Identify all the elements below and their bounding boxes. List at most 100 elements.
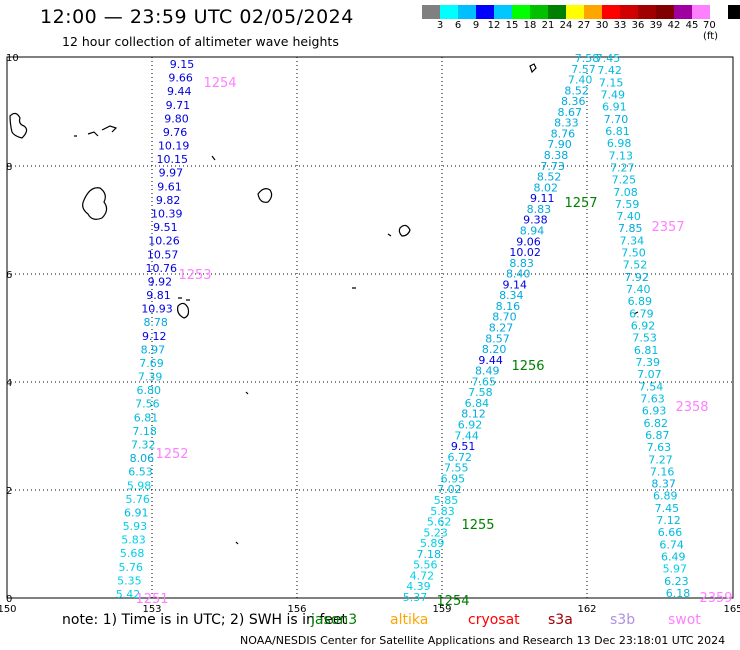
wave-height-value: 5.83 — [121, 534, 146, 547]
color-scale-label: 33 — [613, 20, 627, 31]
wave-height-value: 6.95 — [441, 472, 466, 485]
color-swatch — [440, 5, 458, 19]
pass-time-label: 1256 — [511, 359, 544, 374]
color-scale-label: 9 — [472, 20, 480, 31]
wave-height-value: 7.44 — [454, 429, 479, 442]
pass-time-label: 2357 — [651, 220, 684, 235]
wave-height-value: 7.56 — [135, 398, 160, 411]
wave-height-value: 6.82 — [643, 417, 668, 430]
wave-height-value: 8.20 — [482, 343, 507, 356]
wave-height-value: 10.26 — [148, 235, 180, 248]
wave-height-value: 8.02 — [533, 181, 558, 194]
wave-height-value: 6.81 — [634, 344, 659, 357]
color-scale-label: 39 — [649, 20, 663, 31]
wave-height-value: 8.52 — [537, 171, 562, 184]
color-swatch — [638, 5, 656, 19]
plot-frame — [6, 56, 734, 599]
pass-time-label: 2358 — [675, 400, 708, 415]
island-outline — [211, 63, 639, 545]
wave-height-value: 7.07 — [637, 368, 662, 381]
x-tick-label: 156 — [287, 604, 306, 615]
wave-height-value: 5.35 — [117, 574, 142, 587]
island-outline — [9, 112, 28, 139]
wave-height-value: 7.55 — [444, 462, 469, 475]
wave-height-value: 6.81 — [605, 125, 630, 138]
wave-height-value: 7.73 — [540, 160, 565, 173]
wave-height-value: 8.37 — [651, 478, 676, 491]
wave-height-value: 6.89 — [653, 490, 678, 503]
wave-height-value: 6.79 — [629, 307, 654, 320]
wave-height-value: 9.71 — [166, 99, 191, 112]
satellite-legend-item: altika — [390, 612, 429, 628]
page-subtitle: 12 hour collection of altimeter wave hei… — [62, 34, 339, 49]
wave-height-value: 8.70 — [492, 311, 517, 324]
wave-height-value: 7.40 — [626, 283, 651, 296]
wave-height-value: 7.15 — [599, 76, 624, 89]
wave-height-value: 6.91 — [124, 506, 149, 519]
wave-height-value: 6.84 — [465, 397, 490, 410]
color-scale-label: 15 — [505, 20, 519, 31]
wave-height-value: 7.63 — [647, 441, 672, 454]
color-scale-labels: 3 6 9 12 15 18 21 24 27 30 33 36 39 42 45 70 (ft) — [422, 20, 740, 42]
wave-height-value: 5.76 — [119, 561, 144, 574]
satellite-legend-item: swot — [668, 612, 701, 628]
wave-height-value: 9.51 — [451, 440, 476, 453]
wave-height-value: 6.80 — [137, 384, 162, 397]
y-tick-label: 10 — [6, 53, 19, 64]
wave-height-value: 7.49 — [601, 88, 626, 101]
color-swatch — [602, 5, 620, 19]
y-tick-label: 4 — [6, 378, 12, 389]
x-tick-label: 153 — [142, 604, 161, 615]
wave-height-value: 5.62 — [427, 516, 452, 529]
wave-height-value: 7.53 — [632, 332, 657, 345]
wave-height-value: 6.18 — [666, 587, 691, 600]
wave-height-value: 6.87 — [645, 429, 670, 442]
wave-height-value: 10.02 — [509, 246, 541, 259]
wave-height-value: 5.89 — [420, 537, 445, 550]
wave-height-value: 7.32 — [131, 439, 156, 452]
wave-height-value: 8.06 — [130, 452, 155, 465]
wave-height-value: 9.38 — [523, 214, 548, 227]
wave-height-value: 7.40 — [616, 210, 641, 223]
wave-height-value: 7.58 — [468, 386, 493, 399]
pass-time-label: 1251 — [135, 592, 168, 607]
wave-height-value: 7.40 — [568, 74, 593, 87]
color-swatch — [476, 5, 494, 19]
island-outline — [177, 297, 190, 319]
color-swatch — [584, 5, 602, 19]
wave-height-value: 7.39 — [138, 371, 163, 384]
color-swatch — [656, 5, 674, 19]
wave-height-value: 7.65 — [472, 375, 497, 388]
wave-height-value: 7.25 — [612, 174, 637, 187]
wave-height-value: 9.81 — [146, 289, 171, 302]
wave-height-value: 5.68 — [120, 547, 145, 560]
satellite-legend-item: jason3 — [311, 612, 358, 628]
y-tick-label: 8 — [6, 162, 12, 173]
pass-time-label: 1257 — [564, 196, 597, 211]
y-tick-label: 6 — [6, 270, 12, 281]
color-scale-label: 30 — [595, 20, 609, 31]
wave-height-value: 9.44 — [167, 85, 192, 98]
wave-height-value: 10.19 — [158, 140, 190, 153]
pass-time-label: 1254 — [436, 594, 469, 609]
wave-height-value: 6.91 — [602, 101, 627, 114]
x-tick-label: 159 — [432, 604, 451, 615]
wave-height-value: 7.90 — [547, 138, 572, 151]
wave-height-value: 7.27 — [610, 161, 635, 174]
wave-height-value: 7.16 — [650, 465, 675, 478]
wave-height-value: 9.92 — [148, 275, 173, 288]
wave-height-value: 7.69 — [139, 357, 164, 370]
wave-height-value: 5.97 — [663, 563, 688, 576]
wave-height-value: 10.76 — [145, 262, 177, 275]
wave-height-value: 9.06 — [516, 235, 541, 248]
satellite-legend-item: s3a — [548, 612, 573, 628]
color-swatch — [728, 5, 740, 19]
wave-height-value: 8.78 — [143, 316, 168, 329]
wave-height-value: 6.23 — [664, 575, 689, 588]
color-swatch — [512, 5, 530, 19]
wave-height-value: 8.97 — [141, 343, 166, 356]
wave-height-value: 4.72 — [410, 569, 435, 582]
graticule — [7, 57, 733, 598]
pass-time-label: 1255 — [461, 518, 494, 533]
